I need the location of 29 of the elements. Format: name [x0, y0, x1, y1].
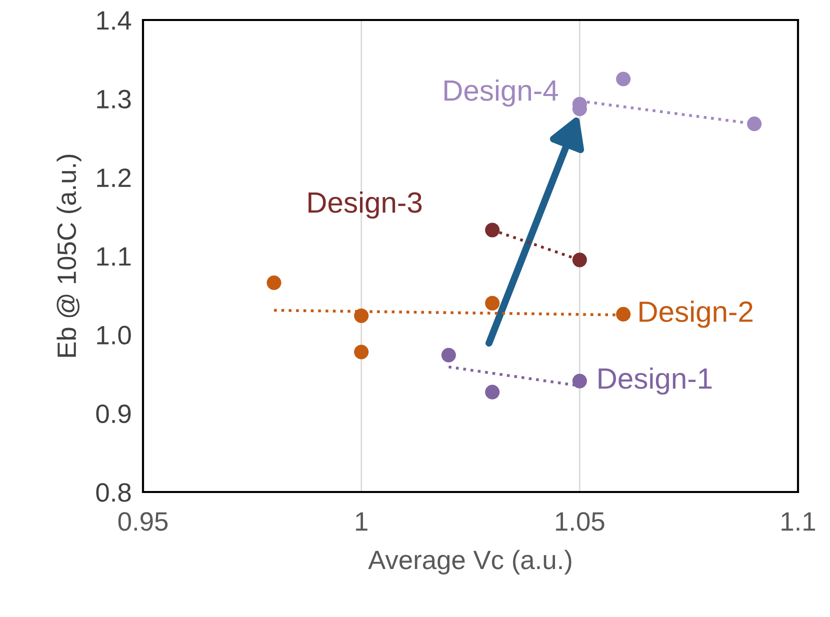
- point: [441, 348, 456, 362]
- series-label: Design-1: [598, 367, 712, 395]
- point: [485, 296, 500, 310]
- x-tick-label: 1: [356, 512, 368, 531]
- y-tick-label: 1.4: [97, 11, 132, 30]
- point: [747, 116, 762, 132]
- series-label: Design-2: [640, 300, 752, 328]
- y-tick-label: 1.3: [97, 90, 131, 108]
- point: [354, 308, 369, 324]
- point: [266, 275, 282, 290]
- y-tick-label: 0.9: [96, 404, 131, 424]
- y-tick-label: 1.2: [97, 168, 131, 187]
- y-tick-label: 1.1: [97, 247, 131, 266]
- point: [616, 306, 631, 322]
- point: [354, 344, 369, 360]
- x-tick-label: 1.1: [782, 512, 816, 531]
- point: [485, 384, 500, 400]
- point: [485, 222, 500, 238]
- x-axis-title: Average Vc (a.u.): [368, 550, 572, 575]
- x-tick-label: 1.05: [556, 512, 604, 531]
- point: [616, 72, 631, 86]
- series-label: Design-4: [444, 79, 558, 107]
- point: [572, 374, 587, 388]
- y-axis-title: Eb @ 105C (a.u.): [56, 154, 82, 357]
- text: Design-3: [308, 191, 422, 219]
- x-tick-label: 0.95: [118, 512, 168, 531]
- point: [572, 252, 587, 268]
- y-tick-label: 1.0: [97, 326, 131, 344]
- y-tick-label: 0.8: [96, 483, 131, 502]
